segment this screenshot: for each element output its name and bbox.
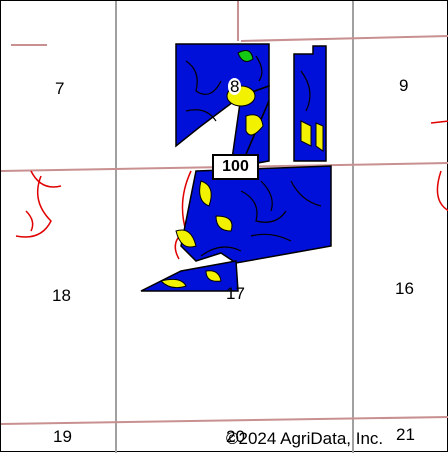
contour-2 — [185, 109, 217, 122]
soil-inclusion-green — [237, 50, 254, 62]
parcel-south — [180, 165, 332, 264]
contour-8 — [200, 246, 242, 257]
section-label-17: 17 — [226, 284, 245, 303]
stream-4 — [430, 120, 448, 124]
section-label-9: 9 — [399, 76, 409, 95]
contour-4 — [300, 70, 311, 112]
soil-unit-c — [300, 120, 312, 147]
soil-unit-b — [245, 114, 264, 136]
stream-5 — [436, 170, 448, 212]
road-top — [240, 35, 448, 42]
stream-1 — [30, 170, 62, 188]
soil-inclusions-yellow — [160, 85, 324, 289]
section-grid — [115, 1, 354, 453]
contour-6 — [290, 180, 322, 207]
section-label-16: 16 — [395, 279, 414, 298]
soil-unit-d — [315, 122, 324, 152]
section-label-7: 7 — [55, 79, 65, 98]
contour-1 — [185, 60, 222, 95]
section-label-19: 19 — [53, 427, 72, 446]
parcel-southwest-wedge — [140, 260, 239, 292]
section-label-8: 8 — [228, 77, 242, 96]
section-label-18: 18 — [52, 286, 71, 305]
stream-3 — [25, 210, 34, 232]
soil-unit-i — [205, 270, 222, 282]
road-east-west-south — [1, 416, 448, 425]
contour-5 — [240, 190, 287, 223]
soil-unit-f — [175, 229, 197, 248]
stream-2 — [15, 175, 52, 238]
section-label-20: 20 — [226, 427, 245, 446]
contour-9 — [260, 180, 273, 212]
contour-3 — [255, 55, 263, 82]
soil-unit-e — [199, 180, 212, 207]
copyright-notice: ©2024 AgriData, Inc. — [226, 429, 384, 448]
contour-7 — [250, 233, 292, 242]
soil-unit-h — [160, 278, 187, 289]
soil-boundaries — [185, 55, 322, 257]
soil-unit-g — [215, 215, 233, 232]
road-shield-100: 100 — [212, 154, 259, 180]
section-label-21: 21 — [396, 425, 415, 444]
